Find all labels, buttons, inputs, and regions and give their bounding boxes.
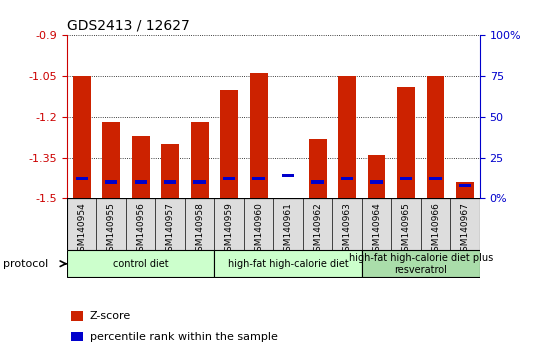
Text: GSM140956: GSM140956 (136, 202, 145, 257)
Bar (252, 177, 265, 180)
Bar (105, 180, 117, 184)
Bar (362, 250, 480, 277)
Bar (282, 174, 295, 177)
Text: percentile rank within the sample: percentile rank within the sample (90, 332, 277, 342)
Bar (397, 87, 415, 198)
Bar (430, 177, 442, 180)
Bar (456, 182, 474, 198)
Text: high-fat high-calorie diet: high-fat high-calorie diet (228, 259, 349, 269)
Bar (67, 250, 214, 277)
Text: GDS2413 / 12627: GDS2413 / 12627 (67, 19, 190, 33)
Bar (71, 332, 84, 341)
Bar (311, 180, 324, 184)
Text: GSM140959: GSM140959 (225, 202, 234, 257)
Text: protocol: protocol (3, 259, 48, 269)
Bar (134, 180, 147, 184)
Text: GSM140957: GSM140957 (166, 202, 175, 257)
Text: GSM140966: GSM140966 (431, 202, 440, 257)
Bar (459, 184, 472, 187)
Text: GSM140954: GSM140954 (77, 202, 86, 257)
Text: GSM140967: GSM140967 (461, 202, 470, 257)
Bar (102, 122, 120, 198)
Bar (250, 73, 267, 198)
Bar (220, 90, 238, 198)
Text: Z-score: Z-score (90, 311, 131, 321)
Text: GSM140963: GSM140963 (343, 202, 352, 257)
Bar (214, 250, 362, 277)
Text: GSM140964: GSM140964 (372, 202, 381, 257)
Bar (341, 177, 353, 180)
Bar (309, 138, 326, 198)
Bar (75, 177, 88, 180)
Text: GSM140965: GSM140965 (402, 202, 411, 257)
Bar (368, 155, 386, 198)
Text: GSM140961: GSM140961 (283, 202, 292, 257)
Bar (223, 177, 235, 180)
Bar (400, 177, 412, 180)
Text: GSM140960: GSM140960 (254, 202, 263, 257)
Bar (191, 122, 209, 198)
Bar (161, 144, 179, 198)
Bar (338, 76, 356, 198)
Bar (71, 312, 84, 321)
Text: control diet: control diet (113, 259, 169, 269)
Bar (194, 180, 206, 184)
Bar (73, 76, 90, 198)
Text: GSM140955: GSM140955 (107, 202, 116, 257)
Bar (132, 136, 150, 198)
Text: GSM140958: GSM140958 (195, 202, 204, 257)
Bar (164, 180, 176, 184)
Bar (427, 76, 445, 198)
Text: GSM140962: GSM140962 (313, 202, 322, 257)
Bar (371, 180, 383, 184)
Text: high-fat high-calorie diet plus
resveratrol: high-fat high-calorie diet plus resverat… (349, 253, 493, 275)
